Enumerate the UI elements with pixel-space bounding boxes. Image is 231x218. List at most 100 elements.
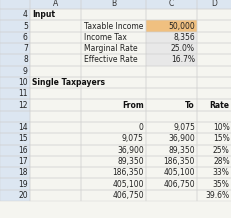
Bar bbox=[196, 32, 231, 43]
Bar bbox=[81, 167, 146, 179]
Bar bbox=[81, 145, 146, 156]
Bar bbox=[81, 66, 146, 77]
Bar bbox=[146, 9, 196, 20]
Bar bbox=[196, 190, 231, 201]
Text: To: To bbox=[184, 100, 194, 110]
Bar bbox=[81, 66, 146, 77]
Bar bbox=[30, 0, 81, 9]
Bar bbox=[81, 190, 146, 201]
Bar bbox=[30, 54, 81, 66]
Text: From: From bbox=[122, 100, 143, 110]
Text: 10%: 10% bbox=[212, 123, 229, 132]
Bar bbox=[30, 54, 81, 66]
Bar bbox=[0, 32, 30, 43]
Text: D: D bbox=[211, 0, 217, 8]
Bar bbox=[196, 133, 231, 145]
Bar bbox=[146, 99, 196, 111]
Bar bbox=[146, 122, 196, 133]
Bar bbox=[81, 9, 146, 20]
Bar bbox=[196, 179, 231, 190]
Text: Income Tax: Income Tax bbox=[83, 33, 126, 42]
Bar bbox=[0, 9, 30, 20]
Bar bbox=[30, 156, 81, 167]
Bar bbox=[0, 111, 30, 122]
Bar bbox=[30, 32, 81, 43]
Text: 4: 4 bbox=[23, 10, 28, 19]
Bar bbox=[146, 179, 196, 190]
Bar bbox=[196, 111, 231, 122]
Bar bbox=[0, 20, 30, 32]
Bar bbox=[30, 43, 81, 54]
Bar bbox=[196, 77, 231, 88]
Text: 406,750: 406,750 bbox=[163, 180, 194, 189]
Bar bbox=[30, 66, 81, 77]
Text: 7: 7 bbox=[23, 44, 28, 53]
Text: C: C bbox=[168, 0, 173, 8]
Bar bbox=[81, 99, 146, 111]
Text: 89,350: 89,350 bbox=[167, 146, 194, 155]
Bar bbox=[30, 122, 81, 133]
Bar bbox=[0, 66, 30, 77]
Text: 405,100: 405,100 bbox=[163, 168, 194, 177]
Bar bbox=[196, 88, 231, 99]
Bar bbox=[146, 190, 196, 201]
Text: 8: 8 bbox=[23, 55, 28, 64]
Bar bbox=[196, 167, 231, 179]
Bar bbox=[81, 0, 146, 9]
Bar bbox=[30, 156, 81, 167]
Bar bbox=[146, 167, 196, 179]
Bar bbox=[30, 66, 81, 77]
Bar bbox=[0, 20, 30, 32]
Bar bbox=[30, 99, 81, 111]
Bar bbox=[0, 122, 30, 133]
Bar bbox=[0, 88, 30, 99]
Bar bbox=[81, 77, 146, 88]
Bar bbox=[0, 133, 30, 145]
Bar bbox=[81, 20, 146, 32]
Text: 8,356: 8,356 bbox=[172, 33, 194, 42]
Bar bbox=[81, 0, 146, 9]
Bar bbox=[30, 190, 81, 201]
Bar bbox=[146, 88, 196, 99]
Bar bbox=[30, 20, 81, 32]
Bar bbox=[0, 66, 30, 77]
Bar bbox=[0, 99, 30, 111]
Bar bbox=[0, 145, 30, 156]
Bar bbox=[81, 20, 146, 32]
Bar bbox=[30, 145, 81, 156]
Bar bbox=[0, 0, 30, 9]
Bar bbox=[146, 20, 196, 32]
Text: 9: 9 bbox=[23, 67, 28, 76]
Bar bbox=[196, 145, 231, 156]
Text: 11: 11 bbox=[18, 89, 28, 98]
Bar bbox=[146, 66, 196, 77]
Text: Marginal Rate: Marginal Rate bbox=[83, 44, 137, 53]
Bar bbox=[196, 111, 231, 122]
Text: 15: 15 bbox=[18, 135, 28, 143]
Bar bbox=[30, 122, 81, 133]
Bar bbox=[30, 9, 81, 20]
Text: 33%: 33% bbox=[212, 168, 229, 177]
Bar bbox=[81, 99, 146, 111]
Bar bbox=[0, 145, 30, 156]
Bar bbox=[30, 167, 81, 179]
Bar bbox=[196, 156, 231, 167]
Bar bbox=[196, 133, 231, 145]
Bar bbox=[146, 111, 196, 122]
Bar bbox=[0, 122, 30, 133]
Bar bbox=[196, 66, 231, 77]
Bar bbox=[81, 77, 146, 88]
Bar bbox=[196, 122, 231, 133]
Bar bbox=[0, 99, 30, 111]
Bar bbox=[30, 133, 81, 145]
Bar bbox=[196, 32, 231, 43]
Text: 35%: 35% bbox=[212, 180, 229, 189]
Bar bbox=[196, 179, 231, 190]
Bar bbox=[81, 133, 146, 145]
Text: 6: 6 bbox=[23, 33, 28, 42]
Bar bbox=[196, 77, 231, 88]
Text: 15%: 15% bbox=[212, 135, 229, 143]
Bar bbox=[30, 167, 81, 179]
Bar bbox=[30, 43, 81, 54]
Text: Input: Input bbox=[32, 10, 55, 19]
